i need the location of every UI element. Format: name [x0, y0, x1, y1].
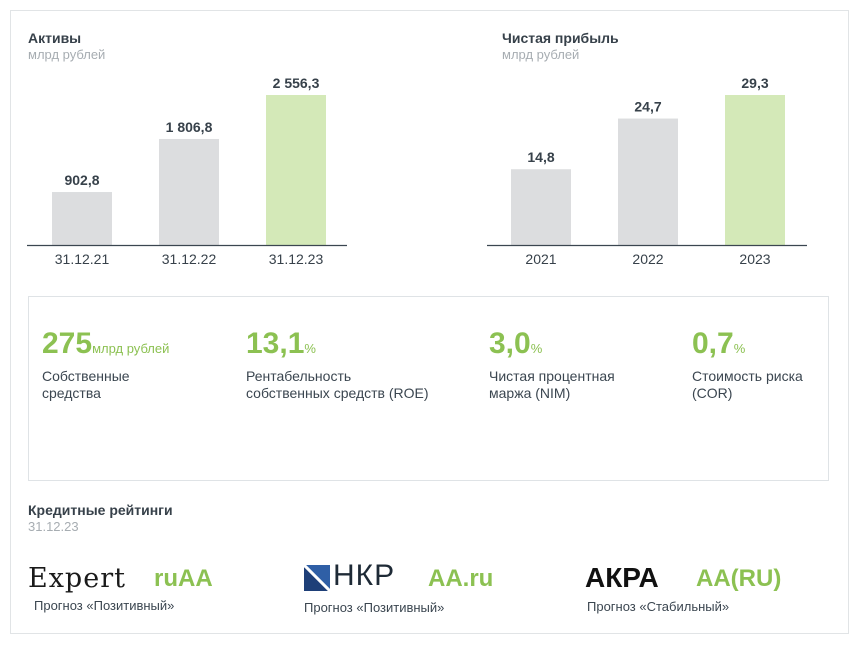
profit-value-label-3: 29,3: [741, 75, 768, 91]
kpi-cor-label-line1: Стоимость риска: [692, 368, 803, 384]
profit-category-label-2: 2022: [632, 251, 663, 267]
expert-outlook: Прогноз «Позитивный»: [34, 598, 175, 613]
nkr-logo-mark-icon: [304, 565, 330, 591]
profit-bar-2: [618, 118, 678, 245]
kpi-roe-label-line2: собственных средств (ROE): [246, 385, 429, 401]
assets-value-label-1: 902,8: [64, 172, 99, 188]
kpi-roe-label-line1: Рентабельность: [246, 368, 352, 384]
assets-category-label-2: 31.12.22: [162, 251, 217, 267]
assets-category-label-3: 31.12.23: [269, 251, 324, 267]
expert-logo: Expert: [28, 563, 126, 594]
kpi-equity-label-line1: Собственные: [42, 368, 130, 384]
expert-grade: ruAA: [154, 565, 213, 592]
assets-bar-2: [159, 138, 219, 245]
kpi-equity: 275млрд рублей Собственные средства: [42, 329, 169, 402]
assets-chart-title: Активы: [28, 30, 82, 46]
kpi-equity-unit: млрд рублей: [92, 341, 170, 356]
ratings-date: 31.12.23: [28, 519, 79, 534]
kpi-cor: 0,7% Стоимость риска (COR): [692, 329, 803, 402]
kpi-cor-unit: %: [733, 341, 746, 356]
profit-category-label-1: 2021: [525, 251, 556, 267]
profit-category-label-3: 2023: [739, 251, 770, 267]
kpi-roe-unit: %: [304, 341, 316, 356]
kpi-equity-label-line2: средства: [42, 385, 101, 401]
nkr-outlook: Прогноз «Позитивный»: [304, 600, 445, 615]
profit-chart-title: Чистая прибыль: [502, 30, 619, 46]
page-frame: [10, 10, 849, 634]
kpi-nim-label-line2: маржа (NIM): [489, 385, 571, 401]
akra-outlook: Прогноз «Стабильный»: [587, 599, 730, 614]
akra-logo: АКРА: [585, 562, 659, 593]
profit-value-label-2: 24,7: [634, 99, 661, 115]
assets-category-label-1: 31.12.21: [55, 251, 110, 267]
assets-value-label-3: 2 556,3: [273, 75, 320, 91]
kpi-equity-label: Собственные средства: [42, 368, 169, 402]
kpi-equity-value: 275: [42, 327, 93, 360]
kpi-roe-value-row: 13,1%: [246, 329, 429, 364]
kpi-nim: 3,0% Чистая процентная маржа (NIM): [489, 329, 615, 402]
profit-bar-3: [725, 95, 785, 245]
nkr-grade: AA.ru: [428, 565, 494, 592]
assets-bar-1: [52, 192, 112, 245]
nkr-logo: НКР: [333, 559, 396, 592]
kpi-nim-value: 3,0: [489, 327, 531, 360]
kpi-nim-value-row: 3,0%: [489, 329, 615, 364]
profit-chart-unit: млрд рублей: [502, 47, 580, 62]
profit-value-label-1: 14,8: [527, 149, 554, 165]
akra-grade: AA(RU): [696, 565, 782, 592]
profit-bar-1: [511, 169, 571, 245]
kpi-roe: 13,1% Рентабельность собственных средств …: [246, 329, 429, 402]
kpi-panel: [28, 296, 829, 481]
kpi-cor-value: 0,7: [692, 327, 734, 360]
assets-chart-unit: млрд рублей: [28, 47, 106, 62]
kpi-roe-value: 13,1: [246, 327, 305, 360]
kpi-equity-value-row: 275млрд рублей: [42, 329, 169, 364]
ratings-title: Кредитные рейтинги: [28, 502, 173, 518]
kpi-nim-label-line1: Чистая процентная: [489, 368, 615, 384]
kpi-nim-unit: %: [530, 341, 543, 356]
kpi-cor-label: Стоимость риска (COR): [692, 368, 803, 402]
kpi-cor-label-line2: (COR): [692, 385, 733, 401]
kpi-cor-value-row: 0,7%: [692, 329, 803, 364]
assets-value-label-2: 1 806,8: [166, 119, 213, 135]
assets-bar-3: [266, 95, 326, 245]
kpi-roe-label: Рентабельность собственных средств (ROE): [246, 368, 429, 402]
kpi-nim-label: Чистая процентная маржа (NIM): [489, 368, 615, 402]
